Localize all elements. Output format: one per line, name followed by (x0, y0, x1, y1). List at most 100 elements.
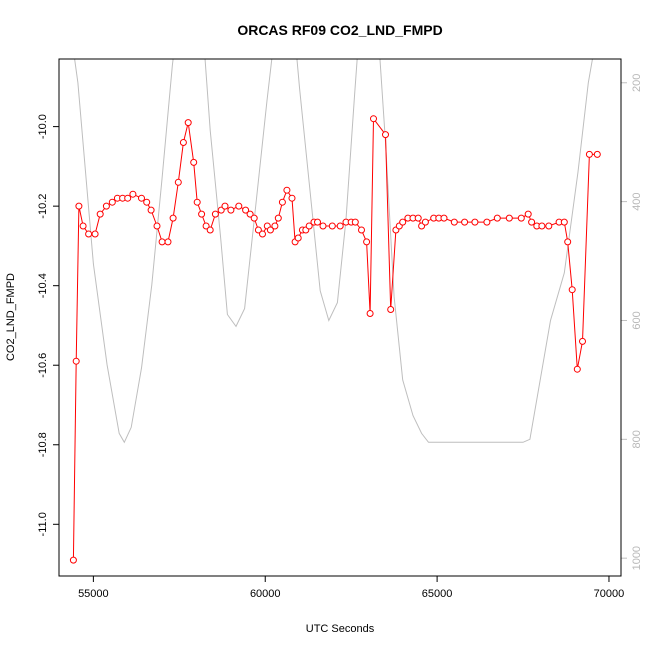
co2-point (259, 230, 266, 238)
co2-point (79, 222, 87, 230)
co2-point (147, 206, 155, 214)
co2-point (399, 218, 407, 226)
y2-tick-label: 600 (631, 311, 643, 329)
co2-point (573, 365, 581, 373)
co2-point (254, 226, 262, 234)
y2-tick-label: 1000 (631, 546, 643, 570)
y-tick-label: -10.6 (37, 353, 49, 378)
co2-point (164, 238, 172, 246)
co2-point (153, 222, 161, 230)
co2-point (545, 222, 553, 230)
co2-point (242, 206, 250, 214)
co2-point (294, 234, 302, 242)
co2-point (363, 238, 371, 246)
pressure-line (74, 59, 593, 444)
x-axis-label: UTC Seconds (306, 623, 375, 635)
co2-point (319, 222, 327, 230)
x-tick-label: 55000 (78, 588, 109, 600)
y2-tick-label: 200 (631, 74, 643, 92)
co2-point (579, 337, 586, 345)
co2-point (206, 226, 214, 234)
y-tick-label: -11.0 (37, 512, 49, 536)
x-tick-label: 60000 (250, 588, 281, 600)
co2-point (461, 218, 469, 226)
co2-point (568, 286, 576, 294)
co2-point (305, 222, 313, 230)
co2-point (190, 158, 198, 166)
co2-point (91, 230, 99, 238)
co2-point (246, 210, 254, 218)
co2-point (450, 218, 458, 226)
co2-point (158, 238, 166, 246)
co2-point (328, 222, 336, 230)
y-tick-label: -10.0 (37, 114, 49, 139)
co2-point (524, 210, 532, 218)
co2-point (538, 222, 546, 230)
co2-point (202, 222, 210, 230)
co2-point (471, 218, 479, 226)
pressure-series (74, 59, 593, 444)
co2-point (138, 194, 145, 202)
chart-title: ORCAS RF09 CO2_LND_FMPD (237, 22, 442, 38)
co2-point (266, 226, 274, 234)
co2-point (483, 218, 491, 226)
co2-point (221, 202, 229, 210)
co2-point (250, 214, 258, 222)
co2-point (227, 206, 235, 214)
co2-point (184, 119, 192, 127)
co2-point (528, 218, 536, 226)
co2-point (96, 210, 104, 218)
co2-point (179, 139, 187, 146)
y-axis-label: CO2_LND_FMPD (5, 273, 17, 361)
co2-point (560, 218, 568, 226)
y-tick-label: -10.2 (37, 194, 49, 219)
y2-tick-label: 800 (631, 430, 643, 448)
co2-point (274, 214, 282, 222)
co2-point (440, 214, 448, 222)
x-tick-label: 70000 (594, 588, 625, 600)
co2-point (336, 222, 344, 230)
co2-point (358, 226, 365, 234)
co2-point (493, 214, 501, 222)
co2-point (193, 198, 201, 206)
co2-point (370, 115, 377, 123)
co2-point (108, 198, 116, 206)
co2-point (143, 198, 151, 206)
co2-point (129, 190, 137, 198)
co2-point (517, 214, 525, 222)
co2-point (414, 214, 422, 222)
co2-point (174, 178, 182, 186)
plot-frame (58, 58, 622, 577)
co2-point (283, 186, 291, 194)
co2-point (102, 202, 110, 210)
co2-point (351, 218, 359, 226)
co2-point (278, 198, 286, 206)
co2-point (271, 222, 279, 230)
co2-point (564, 238, 572, 246)
co2-point (585, 150, 593, 158)
y-tick-label: -10.8 (37, 432, 49, 457)
x-tick-label: 65000 (422, 588, 453, 600)
co2-point (211, 210, 219, 218)
co2-point (75, 202, 83, 210)
co2-point (421, 218, 429, 226)
co2-point (169, 214, 177, 222)
co2-point (198, 210, 206, 218)
co2-point (505, 214, 513, 222)
co2-point (69, 556, 77, 564)
co2-point (288, 194, 296, 202)
co2-point (124, 194, 132, 202)
co2-point (235, 202, 243, 210)
co2-point (72, 357, 80, 365)
co2-point (593, 150, 601, 158)
y2-tick-label: 400 (631, 192, 643, 210)
co2-point (314, 218, 321, 226)
co2-series (69, 115, 601, 564)
co2-point (387, 306, 395, 313)
y-tick-label: -10.4 (37, 273, 49, 298)
co2-point (382, 131, 389, 139)
co2-point (366, 310, 374, 317)
co2-point (85, 230, 93, 238)
